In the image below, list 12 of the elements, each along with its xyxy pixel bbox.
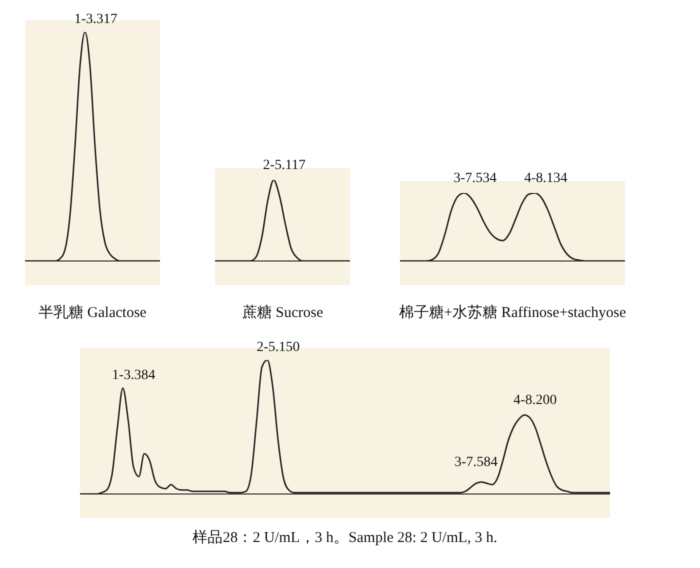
text: 4-8.134 (524, 171, 568, 187)
text: 3-7.534 (453, 171, 497, 187)
text: 1-3.317 (74, 12, 118, 28)
text: 样品28：2 U/mL，3 h。Sample 28: 2 U/mL, 3 h. (192, 528, 498, 547)
text: 2-5.117 (263, 158, 306, 174)
annotation: 1-3.384 (112, 368, 156, 384)
text: 半乳糖 Galactose (38, 304, 146, 322)
text: 棉子糖+水苏糖 Raffinose+stachyose (398, 304, 626, 322)
text: 蔗糖 Sucrose (242, 304, 324, 322)
annotation: 3-7.584 (454, 455, 498, 472)
annotation: 4-8.200 (514, 392, 557, 409)
text: 2-5.150 (256, 340, 300, 356)
